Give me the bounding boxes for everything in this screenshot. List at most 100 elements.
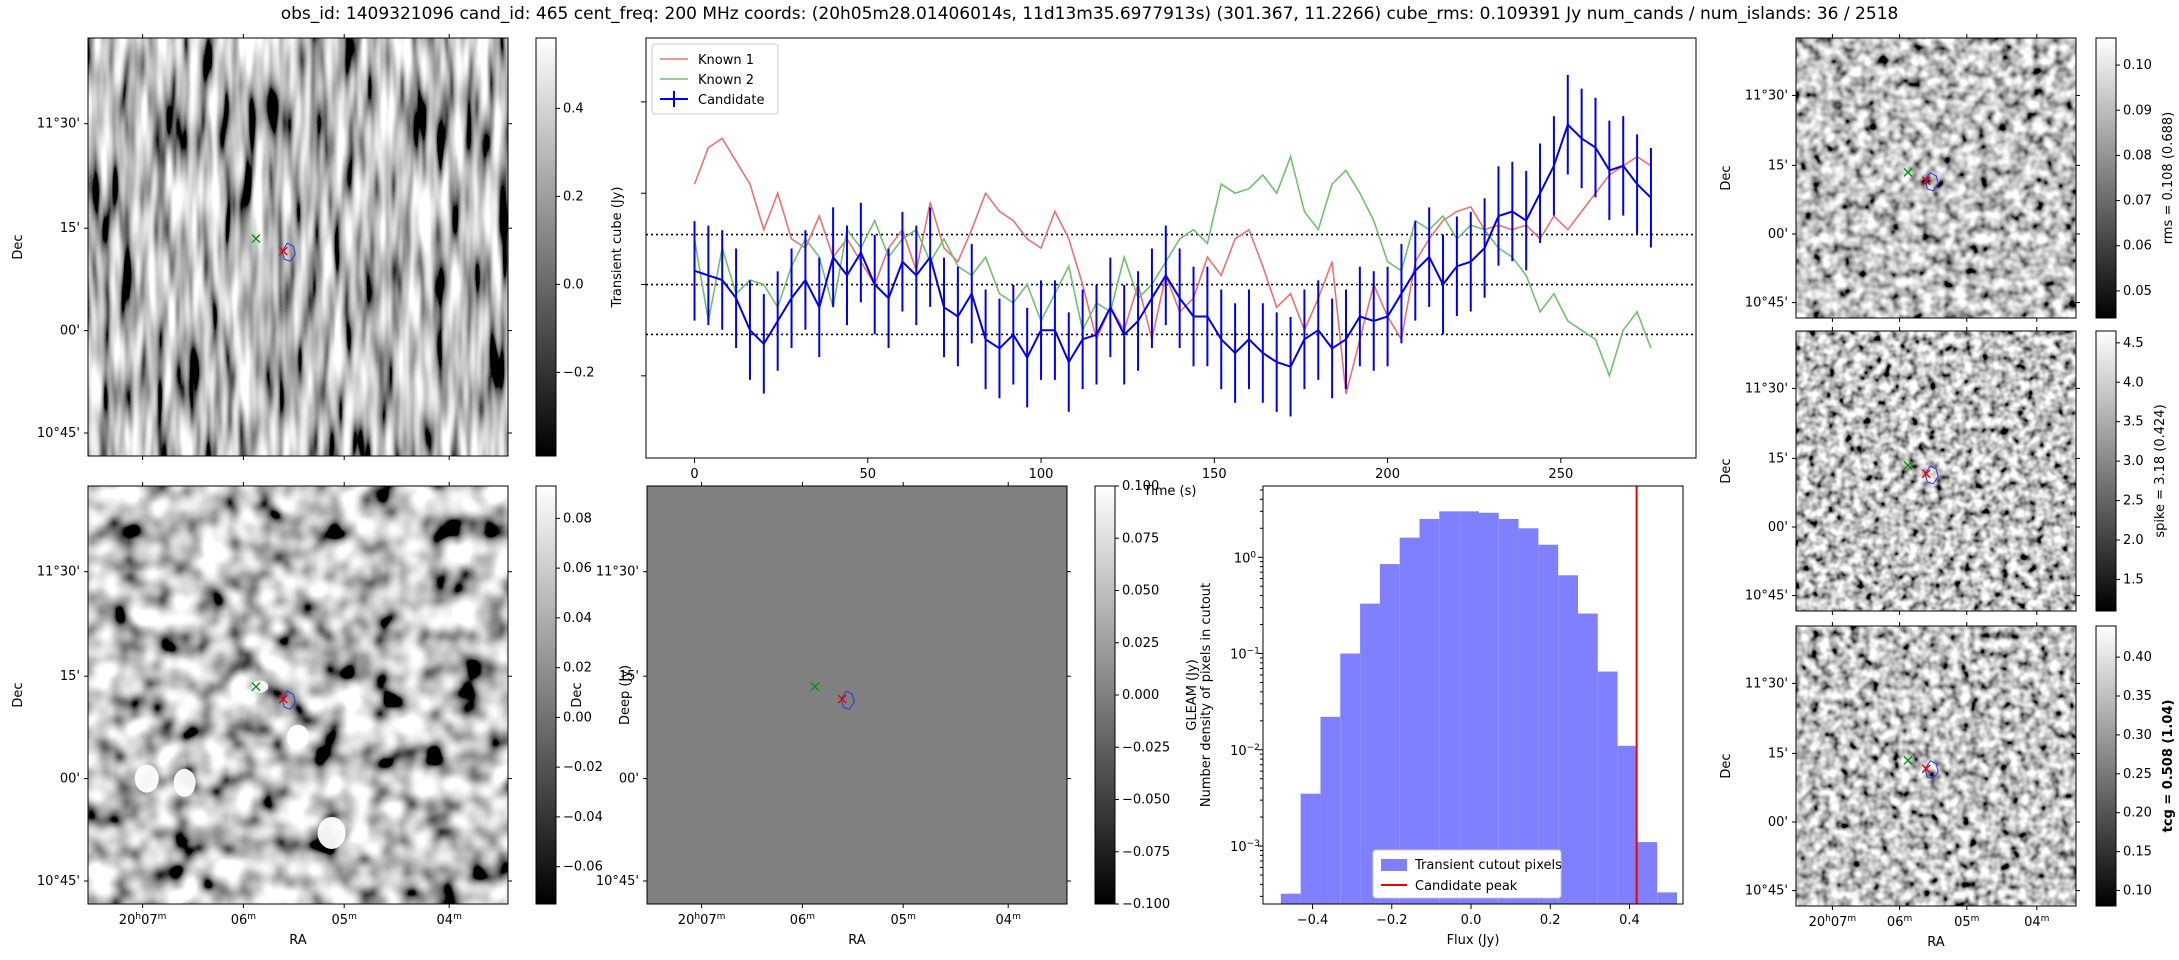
deep-bright-source — [173, 768, 196, 797]
tcg-ra-tick-label: 06m — [1887, 914, 1912, 930]
tcg-colorbar — [2095, 625, 2117, 907]
transient-dec-tick-label: 00' — [60, 324, 80, 339]
hist-x-label: Flux (Jy) — [1447, 933, 1500, 948]
transient-colorbar — [535, 37, 557, 457]
rms-known-marker — [1903, 167, 1913, 177]
transient-cbar-tick-label: 0.0 — [563, 277, 584, 292]
tcg-ra-tick-label: 05m — [1954, 914, 1979, 930]
spike-candidate-contour — [1924, 465, 1939, 485]
tcg-dec-tick-label: 11°30' — [1745, 676, 1788, 691]
lc-x-tick-label: 150 — [1202, 467, 1227, 482]
spike-cbar-tick-label: 2.5 — [2123, 494, 2144, 509]
rms-dec-tick-label: 15' — [1768, 158, 1788, 173]
deep-bright-source — [287, 724, 309, 749]
hist-x-tick-label: −0.2 — [1376, 913, 1408, 928]
histogram-bar — [1538, 544, 1559, 904]
lightcurve-chart: 0 50 100 150 200 250 Time (s) Known 1 Known 2 Can… — [641, 37, 1697, 499]
tcg-dec-label: Dec — [1719, 753, 1734, 778]
transient-cbar-tick-label: −0.2 — [563, 365, 595, 380]
histogram-bar — [1617, 745, 1638, 904]
gleam-cbar-tick-label: 0.075 — [1122, 531, 1159, 546]
deep-known-marker — [251, 682, 261, 692]
spike-known-marker — [1903, 460, 1913, 470]
gleam-cbar-tick-label: −0.025 — [1122, 740, 1170, 755]
histogram-bar — [1518, 528, 1539, 904]
deep-candidate-contour — [281, 690, 296, 710]
lc-x-tick-label: 50 — [860, 467, 877, 482]
spike-dec-tick-label: 00' — [1768, 520, 1788, 535]
deep-cbar-tick-label: −0.02 — [563, 760, 603, 775]
spike-image — [1796, 331, 2076, 611]
lc-legend-box — [651, 43, 779, 115]
lc-x-tick-label: 0 — [690, 467, 698, 482]
deep-cbar-tick-label: 0.06 — [563, 561, 592, 576]
transient-image — [88, 38, 508, 456]
gleam-ra-label: RA — [848, 933, 866, 948]
lc-legend-label: Known 1 — [698, 53, 754, 68]
hist-legend-box — [1372, 849, 1562, 899]
hist-x-tick-label: 0.2 — [1540, 913, 1561, 928]
gleam-dec-label: Dec — [570, 682, 585, 707]
histogram-frame-top — [1262, 485, 1684, 905]
histogram-bar — [1439, 511, 1460, 904]
tcg-known-marker — [1903, 755, 1913, 765]
gleam-colorbar — [1094, 485, 1116, 905]
transient-dec-tick-label: 15' — [60, 221, 80, 236]
spike-cbar-tick-label: 4.5 — [2123, 336, 2144, 351]
lightcurve-frame — [645, 37, 1697, 459]
tcg-cbar-tick-label: 0.30 — [2123, 728, 2152, 743]
gleam-candidate-marker — [837, 694, 847, 704]
gleam-ra-tick-label: 05m — [891, 912, 916, 928]
hist-x-tick-label: 0.4 — [1619, 913, 1640, 928]
gleam-cbar-label: GLEAM (Jy) — [1185, 659, 1200, 730]
deep-cbar-tick-label: −0.04 — [563, 810, 603, 825]
hist-legend-swatch-bars — [1381, 859, 1407, 871]
deep-ra-tick-label: 06m — [231, 912, 256, 928]
tcg-ra-tick-label: 04m — [2024, 914, 2049, 930]
deep-cbar-tick-label: 0.02 — [563, 661, 592, 676]
rms-cbar-tick-label: 0.10 — [2123, 58, 2152, 73]
transient-candidate-marker — [278, 246, 288, 256]
histogram-bar — [1419, 518, 1440, 904]
histogram-bar — [1320, 716, 1341, 904]
histogram-bar — [1280, 893, 1301, 904]
tcg-candidate-contour — [1924, 760, 1939, 780]
gleam-known-marker — [810, 682, 820, 692]
hist-y-tick-label: 10−1 — [1230, 647, 1260, 663]
transient-candidate-contour — [281, 242, 296, 262]
deep-cbar-tick-label: 0.04 — [563, 611, 592, 626]
gleam-ra-tick-label: 06m — [790, 912, 815, 928]
deep-bright-source — [134, 764, 159, 793]
gleam-candidate-contour — [840, 690, 855, 710]
series-line-known-1 — [693, 137, 1652, 395]
deep-ra-tick-label: 20h07m — [119, 912, 167, 928]
histogram-bar — [1657, 892, 1678, 904]
histogram-bar — [1498, 518, 1519, 904]
rms-frame — [1795, 37, 2077, 319]
panel-rms: 11°30' 15' 00' 10°45' Dec 0.10 0.09 0.08 0.07 0.0… — [1719, 34, 2176, 322]
histogram-bar — [1459, 511, 1479, 904]
transient-cbar-label: Transient cube (Jy) — [610, 187, 625, 309]
lc-x-tick-label: 100 — [1029, 467, 1054, 482]
panel-spike: 11°30' 15' 00' 10°45' Dec 4.5 4.0 3.5 3.0 2.5 2.0 1… — [1719, 327, 2168, 615]
transient-dec-label: Dec — [11, 234, 26, 259]
hist-y-tick-label: 100 — [1234, 550, 1257, 566]
rms-candidate-contour — [1924, 172, 1939, 192]
spike-dec-label: Dec — [1719, 458, 1734, 483]
histogram-chart: −0.4 −0.2 0.0 0.2 0.4 Flux (Jy) Number density… — [1199, 485, 1684, 948]
figure-suptitle: obs_id: 1409321096 cand_id: 465 cent_fre… — [280, 4, 1899, 24]
panel-transient: 11°30' 15' 00' 10°45' Dec 0.4 0.2 0.0 −0.2 Transi… — [11, 34, 625, 460]
tcg-cbar-tick-label: 0.25 — [2123, 767, 2152, 782]
spike-cbar-label: spike = 3.18 (0.424) — [2153, 404, 2168, 537]
transient-known-marker — [251, 234, 261, 244]
spike-dec-tick-label: 10°45' — [1745, 589, 1788, 604]
hist-x-tick-label: −0.4 — [1297, 913, 1329, 928]
tcg-image — [1796, 626, 2076, 906]
gleam-cbar-tick-label: −0.050 — [1122, 793, 1170, 808]
histogram-bar — [1578, 613, 1598, 904]
deep-ra-tick-label: 04m — [437, 912, 462, 928]
gleam-cbar-tick-label: −0.100 — [1122, 897, 1170, 912]
tcg-ra-label: RA — [1927, 935, 1945, 950]
rms-cbar-tick-label: 0.07 — [2123, 194, 2152, 209]
